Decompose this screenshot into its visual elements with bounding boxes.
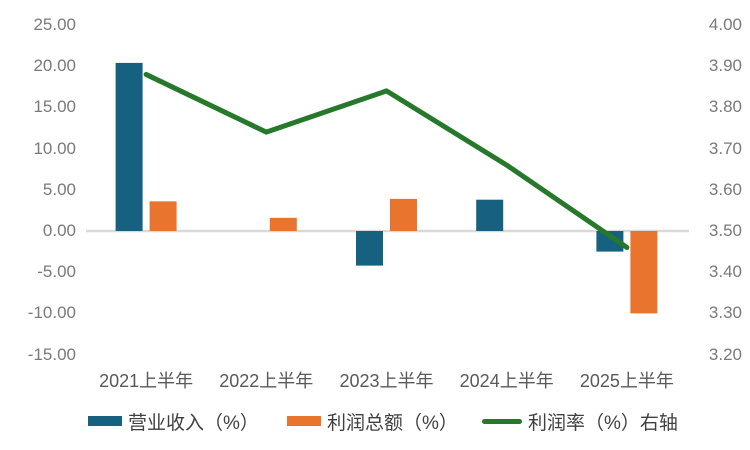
operating-revenue-bar-2023上半年 — [356, 231, 383, 266]
legend-label: 利润率（%）右轴 — [528, 412, 678, 434]
legend-item-total-profit: 利润总额（%） — [287, 410, 458, 434]
operating-revenue-bar-2021上半年 — [115, 62, 143, 232]
left-axis-tick-label: 15.00 — [33, 97, 76, 117]
left-axis-tick-label: -5.00 — [37, 262, 76, 282]
total-profit-bar-2025上半年 — [630, 231, 658, 314]
right-axis-tick-label: 3.50 — [708, 221, 742, 240]
legend-swatch-line-icon — [482, 418, 522, 424]
legend-swatch-bar-icon — [88, 416, 122, 426]
total-profit-bar-2021上半年 — [149, 201, 177, 231]
legend-item-operating-revenue: 营业收入（%） — [88, 410, 259, 434]
profit-margin-line — [143, 71, 630, 250]
right-axis-tick-label: 3.80 — [708, 97, 742, 117]
left-axis-tick-label: -15.00 — [27, 344, 76, 364]
legend-swatch-bar-icon — [287, 416, 321, 426]
left-axis-tick-label: 25.00 — [33, 15, 76, 34]
x-axis-category-label: 2021上半年 — [99, 371, 194, 391]
left-axis-tick-label: 5.00 — [42, 179, 76, 199]
left-axis-tick-label: 10.00 — [33, 138, 76, 158]
x-axis-category-label: 2022上半年 — [219, 371, 314, 391]
x-axis-category-label: 2024上半年 — [459, 371, 554, 391]
left-axis-tick-label: 0.00 — [42, 221, 76, 240]
legend-label: 利润总额（%） — [327, 412, 458, 434]
right-axis-tick-label: 3.40 — [708, 262, 742, 282]
total-profit-bar-2022上半年 — [269, 217, 297, 231]
right-axis-tick-label: 3.70 — [708, 138, 742, 158]
right-axis-tick-label: 4.00 — [708, 15, 742, 34]
operating-revenue-bar-2025上半年 — [596, 231, 624, 252]
right-axis-tick-label: 3.20 — [708, 344, 742, 364]
legend-item-profit-margin: 利润率（%）右轴 — [482, 410, 678, 434]
x-axis-category-label: 2023上半年 — [339, 371, 434, 391]
x-axis-category-label: 2025上半年 — [579, 371, 674, 391]
legend-label: 营业收入（%） — [128, 412, 259, 434]
total-profit-bar-2023上半年 — [390, 198, 417, 231]
operating-revenue-bar-2024上半年 — [476, 199, 504, 231]
left-axis-tick-label: 20.00 — [33, 56, 76, 76]
right-axis-tick-label: 3.60 — [708, 179, 742, 199]
right-axis-tick-label: 3.30 — [708, 303, 742, 323]
left-axis-tick-label: -10.00 — [27, 303, 76, 323]
right-axis-tick-label: 3.90 — [708, 56, 742, 76]
